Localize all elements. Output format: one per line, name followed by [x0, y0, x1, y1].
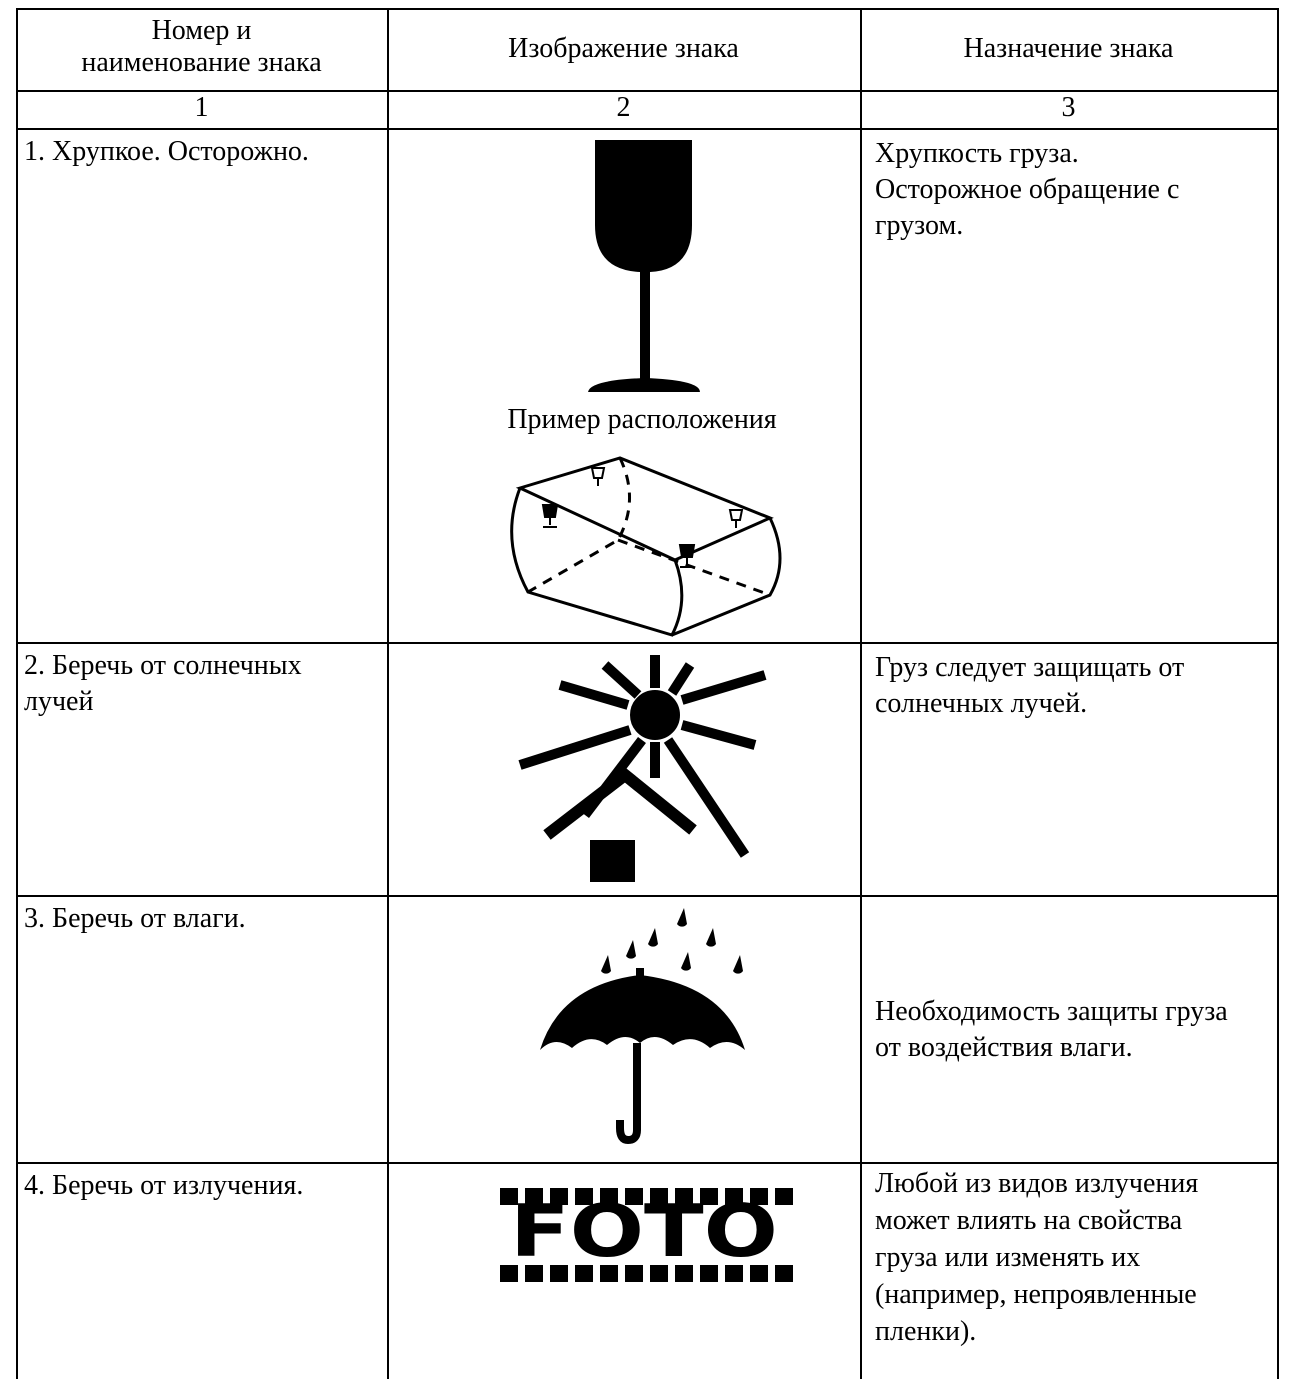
sign-purpose: Груз следует защищать от	[875, 652, 1185, 683]
sign-name: лучей	[24, 686, 94, 717]
column-number: 1	[194, 92, 209, 123]
sign-name: 4. Беречь от излучения.	[24, 1170, 304, 1201]
row-border	[16, 642, 1279, 644]
bar-pattern	[650, 1265, 668, 1282]
sign-purpose: Хрупкость груза.	[875, 138, 1079, 169]
sign-purpose: Осторожное обращение с	[875, 174, 1180, 205]
bar-pattern	[775, 1265, 793, 1282]
header-cell: Номер и	[151, 15, 252, 46]
header-cell: Изображение знака	[508, 33, 739, 64]
column-number: 2	[616, 92, 631, 123]
bar-pattern	[700, 1265, 718, 1282]
bar-pattern	[625, 1188, 643, 1205]
bar-pattern	[650, 1188, 668, 1205]
sign-purpose: Необходимость защиты груза	[875, 996, 1228, 1027]
sign-purpose: груза или изменять их	[875, 1242, 1141, 1273]
bar-pattern	[625, 1265, 643, 1282]
bar-pattern	[700, 1188, 718, 1205]
bar-pattern	[550, 1188, 568, 1205]
sign-name: 2. Беречь от солнечных	[24, 650, 302, 681]
bar-pattern	[600, 1265, 618, 1282]
bar-pattern	[525, 1265, 543, 1282]
header-cell: Назначение знака	[963, 33, 1174, 64]
row-border	[16, 90, 1279, 92]
sign-purpose: пленки).	[875, 1316, 977, 1347]
sign-purpose: от воздействия влаги.	[875, 1032, 1133, 1063]
row-border	[16, 895, 1279, 897]
sign-purpose: (например, непроявленные	[875, 1279, 1197, 1310]
bar-pattern	[600, 1188, 618, 1205]
radiation-icon: FOTO	[500, 1188, 793, 1282]
bar-pattern	[525, 1188, 543, 1205]
bar-pattern	[750, 1188, 768, 1205]
sun-icon	[518, 655, 767, 882]
bar-pattern	[675, 1188, 693, 1205]
icon-text: FOTO	[510, 1189, 778, 1273]
column-border	[16, 8, 18, 1379]
bar-pattern	[575, 1265, 593, 1282]
sign-purpose: грузом.	[875, 210, 964, 241]
bar-pattern	[550, 1265, 568, 1282]
row-border	[16, 8, 1279, 10]
bar-pattern	[500, 1188, 518, 1205]
example-caption: Пример расположения	[507, 404, 777, 435]
bar-pattern	[725, 1265, 743, 1282]
box-example	[510, 456, 782, 637]
column-border	[860, 8, 862, 1379]
bar-pattern	[775, 1188, 793, 1205]
sign-purpose: может влиять на свойства	[875, 1205, 1183, 1236]
sign-purpose: Любой из видов излучения	[875, 1168, 1199, 1199]
bar-pattern	[500, 1265, 518, 1282]
row-border	[16, 128, 1279, 130]
row-border	[16, 1162, 1279, 1164]
bar-pattern	[675, 1265, 693, 1282]
sign-purpose: солнечных лучей.	[875, 688, 1088, 719]
column-border	[387, 8, 389, 1379]
header-cell: наименование знака	[81, 47, 322, 78]
fragile-icon	[588, 140, 700, 392]
column-border	[1277, 8, 1279, 1379]
bar-pattern	[750, 1265, 768, 1282]
column-number: 3	[1061, 92, 1076, 123]
sign-name: 1. Хрупкое. Осторожно.	[24, 136, 309, 167]
bar-pattern	[725, 1188, 743, 1205]
bar-pattern	[575, 1188, 593, 1205]
umbrella-icon	[540, 908, 745, 1145]
sign-name: 3. Беречь от влаги.	[24, 903, 246, 934]
